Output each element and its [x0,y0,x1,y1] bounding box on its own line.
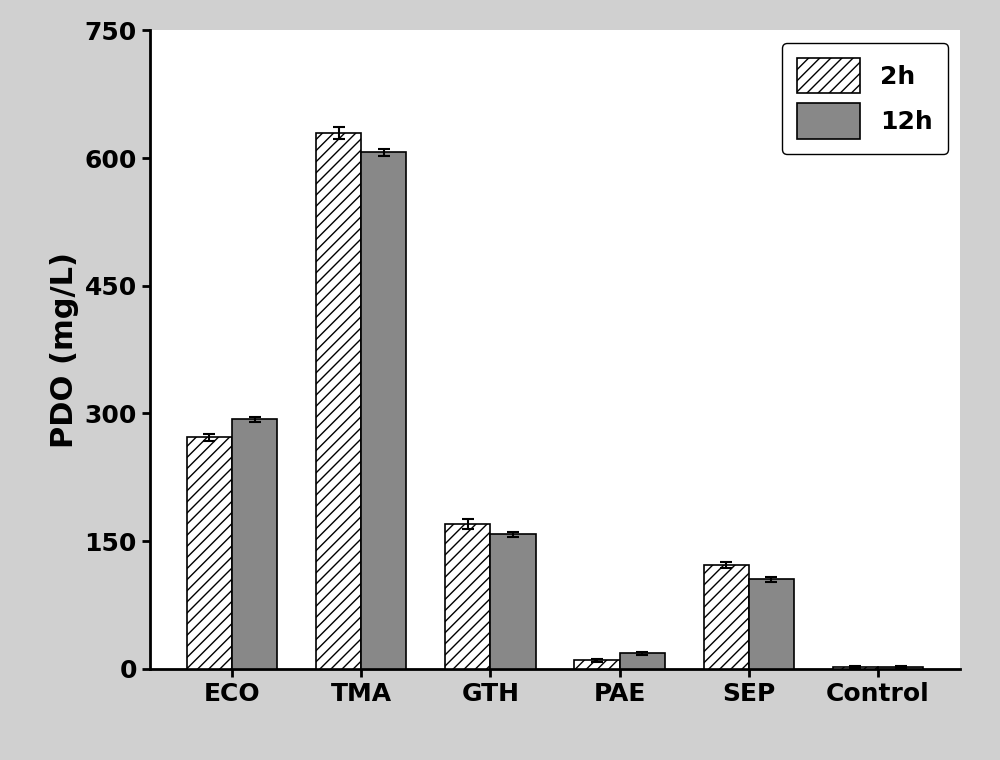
Bar [749,579,794,669]
Legend: 2h, 12h: 2h, 12h [782,43,948,154]
Bar [316,132,361,669]
Bar [878,667,923,669]
Bar [187,437,232,669]
Bar [490,534,536,669]
Bar [232,420,277,669]
Bar [445,524,490,669]
Bar [361,152,406,669]
Bar [574,660,620,669]
Bar [833,667,878,669]
Y-axis label: PDO (mg/L): PDO (mg/L) [50,252,79,448]
Bar [620,654,665,669]
Bar [704,565,749,669]
